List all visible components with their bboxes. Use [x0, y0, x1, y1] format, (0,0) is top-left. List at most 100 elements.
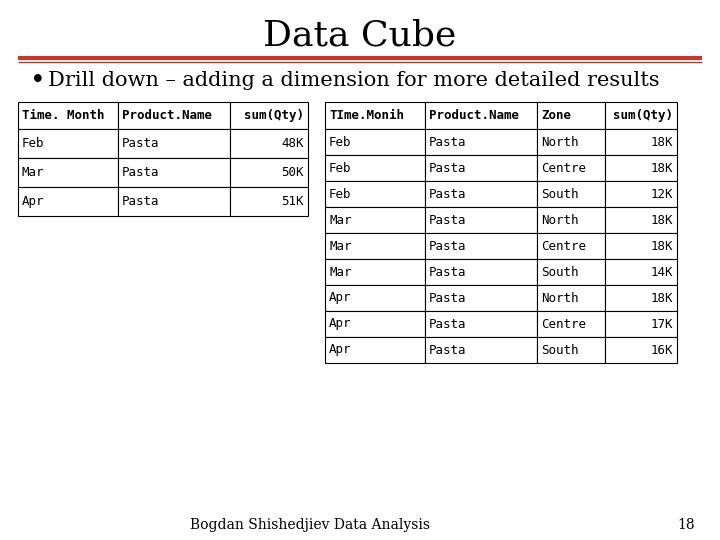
Text: Feb: Feb: [329, 187, 351, 200]
FancyBboxPatch shape: [537, 129, 605, 155]
Text: Mar: Mar: [22, 166, 45, 179]
FancyBboxPatch shape: [325, 181, 425, 207]
FancyBboxPatch shape: [425, 181, 537, 207]
FancyBboxPatch shape: [537, 102, 605, 129]
Text: sum(Qty): sum(Qty): [244, 109, 304, 122]
Text: Apr: Apr: [22, 195, 45, 208]
FancyBboxPatch shape: [325, 102, 425, 129]
FancyBboxPatch shape: [425, 233, 537, 259]
FancyBboxPatch shape: [425, 259, 537, 285]
Text: Pasta: Pasta: [429, 292, 467, 305]
FancyBboxPatch shape: [325, 233, 425, 259]
FancyBboxPatch shape: [537, 259, 605, 285]
FancyBboxPatch shape: [425, 102, 537, 129]
Text: South: South: [541, 266, 578, 279]
FancyBboxPatch shape: [425, 285, 537, 311]
FancyBboxPatch shape: [537, 155, 605, 181]
Text: Pasta: Pasta: [429, 213, 467, 226]
FancyBboxPatch shape: [230, 158, 308, 187]
Text: Zone: Zone: [541, 109, 571, 122]
Text: Feb: Feb: [329, 136, 351, 148]
FancyBboxPatch shape: [425, 337, 537, 363]
FancyBboxPatch shape: [537, 311, 605, 337]
FancyBboxPatch shape: [605, 337, 677, 363]
Text: 18K: 18K: [650, 161, 673, 174]
Text: Product.Name: Product.Name: [122, 109, 212, 122]
FancyBboxPatch shape: [118, 158, 230, 187]
Text: Pasta: Pasta: [429, 318, 467, 330]
Text: Centre: Centre: [541, 318, 586, 330]
Text: Pasta: Pasta: [122, 166, 160, 179]
FancyBboxPatch shape: [325, 155, 425, 181]
Text: 18K: 18K: [650, 292, 673, 305]
FancyBboxPatch shape: [425, 311, 537, 337]
Text: Centre: Centre: [541, 161, 586, 174]
Text: Data Cube: Data Cube: [264, 18, 456, 52]
Text: North: North: [541, 213, 578, 226]
FancyBboxPatch shape: [425, 155, 537, 181]
Text: Drill down – adding a dimension for more detailed results: Drill down – adding a dimension for more…: [48, 71, 660, 90]
FancyBboxPatch shape: [118, 102, 230, 129]
FancyBboxPatch shape: [425, 129, 537, 155]
FancyBboxPatch shape: [118, 187, 230, 216]
Text: Feb: Feb: [22, 137, 45, 150]
Text: Feb: Feb: [329, 161, 351, 174]
Text: Pasta: Pasta: [429, 187, 467, 200]
Text: 16K: 16K: [650, 343, 673, 356]
FancyBboxPatch shape: [230, 187, 308, 216]
FancyBboxPatch shape: [537, 285, 605, 311]
FancyBboxPatch shape: [425, 207, 537, 233]
FancyBboxPatch shape: [230, 129, 308, 158]
Text: Mar: Mar: [329, 213, 351, 226]
FancyBboxPatch shape: [537, 207, 605, 233]
Text: Pasta: Pasta: [429, 343, 467, 356]
Text: 18: 18: [678, 518, 695, 532]
Text: 14K: 14K: [650, 266, 673, 279]
FancyBboxPatch shape: [325, 129, 425, 155]
Text: Apr: Apr: [329, 343, 351, 356]
Text: Pasta: Pasta: [122, 195, 160, 208]
Text: North: North: [541, 136, 578, 148]
Text: 17K: 17K: [650, 318, 673, 330]
FancyBboxPatch shape: [325, 207, 425, 233]
FancyBboxPatch shape: [325, 337, 425, 363]
Text: Bogdan Shishedjiev Data Analysis: Bogdan Shishedjiev Data Analysis: [190, 518, 430, 532]
Text: Pasta: Pasta: [122, 137, 160, 150]
FancyBboxPatch shape: [118, 129, 230, 158]
Text: 48K: 48K: [282, 137, 304, 150]
Text: Apr: Apr: [329, 318, 351, 330]
Text: North: North: [541, 292, 578, 305]
Text: 18K: 18K: [650, 136, 673, 148]
Text: Pasta: Pasta: [429, 266, 467, 279]
Text: Centre: Centre: [541, 240, 586, 253]
Text: Apr: Apr: [329, 292, 351, 305]
FancyBboxPatch shape: [325, 285, 425, 311]
Text: Pasta: Pasta: [429, 136, 467, 148]
FancyBboxPatch shape: [537, 181, 605, 207]
Text: Mar: Mar: [329, 240, 351, 253]
FancyBboxPatch shape: [537, 337, 605, 363]
FancyBboxPatch shape: [325, 311, 425, 337]
Text: 51K: 51K: [282, 195, 304, 208]
FancyBboxPatch shape: [18, 187, 118, 216]
Text: Pasta: Pasta: [429, 161, 467, 174]
FancyBboxPatch shape: [605, 155, 677, 181]
FancyBboxPatch shape: [18, 102, 118, 129]
Text: Mar: Mar: [329, 266, 351, 279]
FancyBboxPatch shape: [605, 207, 677, 233]
FancyBboxPatch shape: [605, 233, 677, 259]
Text: Pasta: Pasta: [429, 240, 467, 253]
FancyBboxPatch shape: [605, 129, 677, 155]
Text: Product.Name: Product.Name: [429, 109, 519, 122]
FancyBboxPatch shape: [230, 102, 308, 129]
Text: •: •: [30, 68, 45, 92]
Text: South: South: [541, 343, 578, 356]
FancyBboxPatch shape: [18, 158, 118, 187]
Text: 18K: 18K: [650, 240, 673, 253]
FancyBboxPatch shape: [325, 259, 425, 285]
FancyBboxPatch shape: [605, 259, 677, 285]
FancyBboxPatch shape: [18, 129, 118, 158]
Text: Time. Month: Time. Month: [22, 109, 104, 122]
Text: 50K: 50K: [282, 166, 304, 179]
Text: TIme.Monih: TIme.Monih: [329, 109, 404, 122]
